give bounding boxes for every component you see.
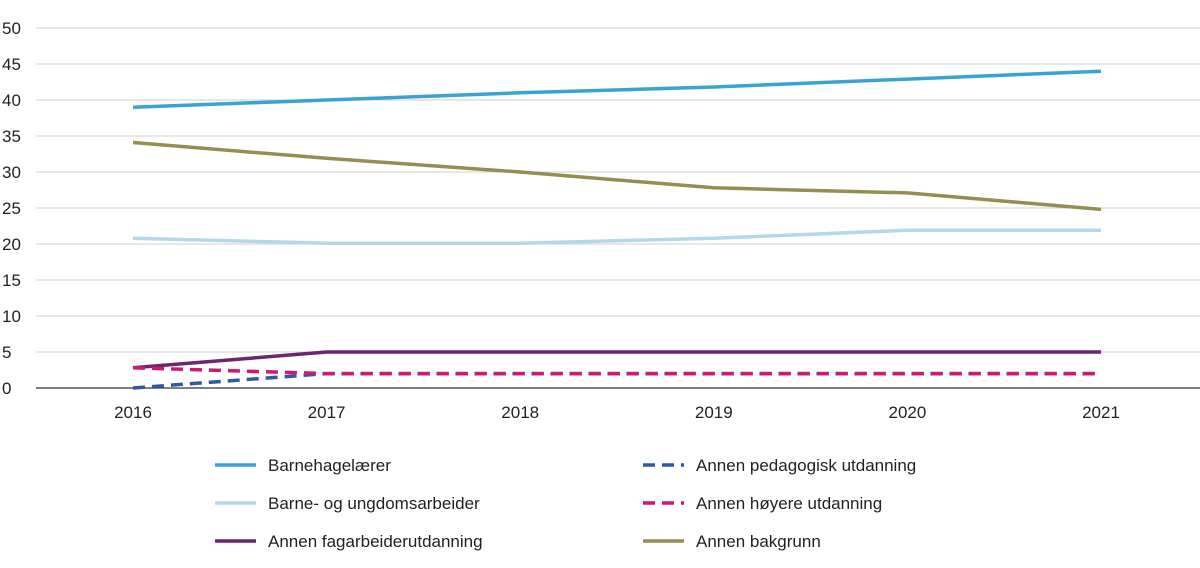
x-tick-label: 2018 [501,403,539,422]
x-tick-label: 2020 [888,403,926,422]
y-tick-label: 25 [2,199,21,218]
legend-item: Barnehagelærer [215,456,391,475]
y-tick-label: 15 [2,271,21,290]
legend-label: Barne- og ungdomsarbeider [268,494,480,513]
y-tick-label: 10 [2,307,21,326]
y-tick-label: 0 [2,379,11,398]
legend-item: Annen pedagogisk utdanning [643,456,916,475]
y-tick-label: 50 [2,19,21,38]
gridlines [36,27,1200,389]
series-line-5 [132,140,1102,212]
legend-label: Annen bakgrunn [696,532,821,551]
series-line-1 [132,228,1101,246]
x-tick-label: 2019 [695,403,733,422]
legend-item: Barne- og ungdomsarbeider [215,494,480,513]
legend-label: Annen pedagogisk utdanning [696,456,916,475]
legend-label: Annen fagarbeiderutdanning [268,532,483,551]
y-tick-label: 45 [2,55,21,74]
legend-item: Annen høyere utdanning [643,494,882,513]
legend: Barnehagelærer Barne- og ungdomsarbeider A… [215,456,916,551]
y-tick-label: 5 [2,343,11,362]
y-tick-label: 30 [2,163,21,182]
series-line-3 [132,371,1101,390]
y-tick-label: 20 [2,235,21,254]
legend-label: Barnehagelærer [268,456,391,475]
y-tick-label: 35 [2,127,21,146]
series-line-2 [132,350,1101,370]
x-tick-label: 2016 [114,403,152,422]
x-tick-label: 2021 [1082,403,1120,422]
legend-label: Annen høyere utdanning [696,494,882,513]
legend-item: Annen bakgrunn [643,532,821,551]
y-tick-label: 40 [2,91,21,110]
x-axis: 2016 2017 2018 2019 2020 2021 [114,403,1120,422]
plot-area [132,69,1102,390]
legend-item: Annen fagarbeiderutdanning [215,532,483,551]
series-line-0 [132,69,1102,109]
x-tick-label: 2017 [308,403,346,422]
series-line-4 [132,366,1101,376]
y-axis: 0 5 10 15 20 25 30 35 40 45 50 [2,19,21,398]
